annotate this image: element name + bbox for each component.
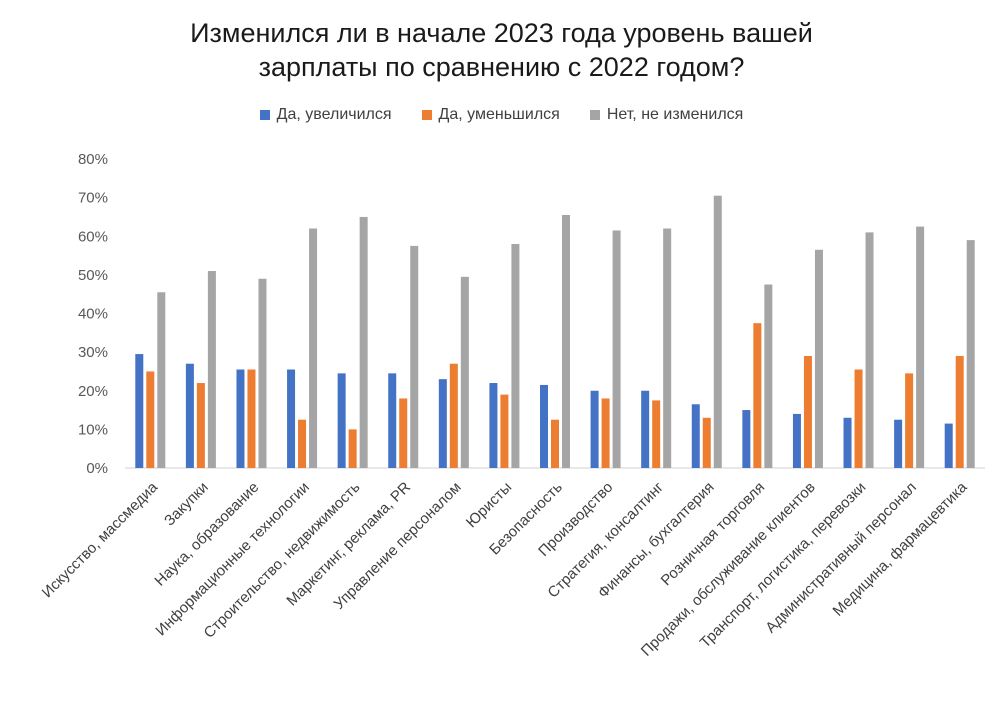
- bar-series-0: [489, 383, 498, 468]
- bar-series-2: [511, 243, 520, 468]
- bar-series-1: [348, 429, 357, 468]
- bar-series-2: [562, 215, 570, 468]
- bar-series-0: [843, 417, 852, 468]
- bar-series-1: [803, 355, 812, 468]
- bar-series-0: [438, 379, 447, 468]
- bar-series-1: [753, 323, 762, 468]
- legend-label-unchanged: Нет, не изменился: [606, 106, 744, 123]
- bar-series-1: [196, 383, 205, 468]
- bar-series-2: [713, 195, 722, 468]
- bar-series-2: [966, 240, 975, 468]
- bar-series-2: [359, 216, 368, 468]
- bar-series-2: [309, 228, 318, 468]
- bar-series-1: [449, 363, 458, 468]
- bar-series-1: [652, 400, 661, 468]
- bar-series-0: [135, 354, 144, 468]
- bar-series-1: [601, 398, 610, 468]
- bar-series-1: [551, 419, 559, 468]
- legend-label-decreased: Да, уменьшился: [438, 106, 560, 123]
- bar-series-0: [287, 369, 296, 468]
- bar-series-1: [500, 394, 509, 468]
- bar-series-0: [742, 410, 751, 468]
- bar-series-1: [399, 398, 408, 468]
- y-tick-label: 0%: [86, 460, 108, 477]
- bar-series-1: [146, 371, 155, 468]
- bar-series-1: [854, 369, 863, 468]
- bar-series-2: [865, 232, 874, 468]
- bar-series-1: [955, 355, 964, 468]
- bar-series-0: [337, 373, 346, 468]
- bar-series-0: [185, 363, 194, 468]
- bar-series-0: [944, 423, 953, 468]
- legend-item-increased: Да, увеличился: [259, 106, 392, 124]
- y-tick-label: 60%: [78, 228, 108, 245]
- y-tick-label: 80%: [78, 151, 108, 168]
- legend-item-decreased: Да, уменьшился: [421, 106, 560, 124]
- y-tick-label: 30%: [78, 344, 108, 361]
- bar-series-2: [258, 278, 267, 468]
- y-tick-label: 70%: [78, 190, 108, 207]
- bar-series-0: [894, 419, 903, 468]
- x-category-label: Закупки: [161, 479, 212, 530]
- bar-series-1: [247, 369, 256, 468]
- bar-series-2: [764, 284, 773, 468]
- x-category-label: Искусство, массмедиа: [39, 478, 162, 601]
- bar-series-2: [663, 228, 672, 468]
- bar-series-2: [916, 226, 925, 468]
- y-tick-label: 40%: [78, 306, 108, 323]
- chart-title-line-2: зарплаты по сравнению с 2022 годом?: [258, 52, 745, 82]
- chart-title-line-1: Изменился ли в начале 2023 года уровень …: [190, 18, 813, 48]
- bar-series-1: [298, 419, 307, 468]
- y-tick-label: 10%: [78, 421, 108, 438]
- bar-series-0: [540, 384, 548, 468]
- bar-series-0: [388, 373, 397, 468]
- bar-series-2: [814, 249, 823, 468]
- bar-series-2: [410, 245, 419, 468]
- bar-series-1: [905, 373, 914, 468]
- bar-series-0: [691, 404, 700, 468]
- bar-series-1: [702, 417, 711, 468]
- legend-label-increased: Да, увеличился: [276, 106, 392, 123]
- bar-series-2: [157, 292, 166, 468]
- legend-swatch-decreased: [421, 110, 432, 120]
- bar-series-2: [460, 276, 469, 468]
- bar-series-0: [236, 369, 245, 468]
- bar-series-2: [612, 230, 621, 468]
- legend-swatch-unchanged: [589, 110, 600, 120]
- chart-title: Изменился ли в начале 2023 года уровень …: [0, 16, 1003, 84]
- bar-series-0: [590, 390, 599, 468]
- x-category-label: Юристы: [463, 479, 515, 531]
- bar-series-2: [207, 271, 216, 468]
- y-tick-label: 50%: [78, 267, 108, 284]
- bar-series-0: [641, 390, 650, 468]
- legend-swatch-increased: [259, 110, 270, 120]
- y-tick-label: 20%: [78, 383, 108, 400]
- legend-item-unchanged: Нет, не изменился: [589, 106, 744, 124]
- chart-legend: Да, увеличился Да, уменьшился Нет, не из…: [0, 106, 1003, 124]
- bar-series-0: [792, 413, 801, 468]
